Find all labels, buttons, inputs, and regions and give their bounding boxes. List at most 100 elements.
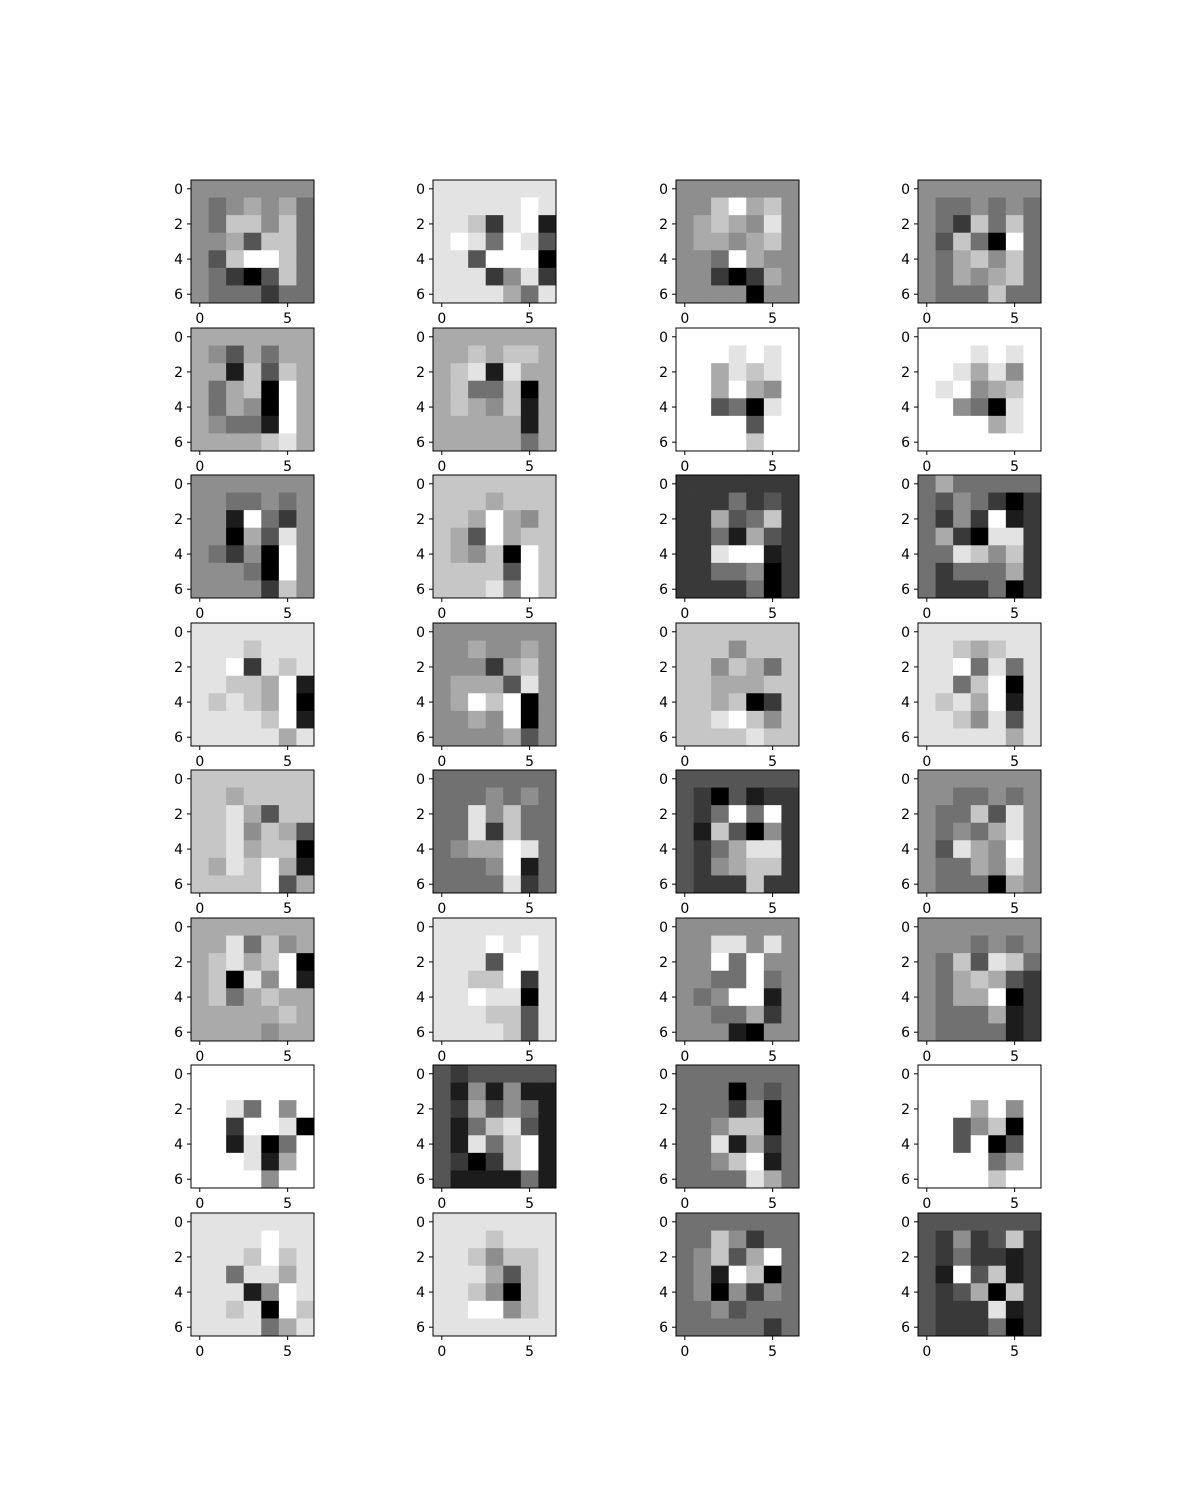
heatmap-cell [226,215,245,234]
heatmap-cell [676,918,694,936]
heatmap-cell [261,232,280,251]
heatmap-cell [261,215,280,234]
x-tick-label: 5 [768,1344,777,1360]
heatmap-cell [1005,328,1024,346]
heatmap-cell [208,1300,227,1319]
heatmap-cell [711,398,730,417]
heatmap-cell [693,710,712,729]
heatmap-cell [468,527,487,546]
heatmap-cell [208,267,227,286]
heatmap-cell [520,857,539,876]
heatmap-cell [711,1318,730,1337]
heatmap-cell [953,345,972,364]
heatmap-cell [935,675,954,694]
heatmap-cell [261,1265,280,1284]
heatmap-cell [746,1230,765,1249]
heatmap-cell [226,1300,245,1319]
heatmap-cell [953,1065,972,1083]
heatmap-cell [711,1230,730,1249]
heatmap-cell [953,492,972,511]
heatmap-cell [953,623,972,641]
heatmap-cell [970,215,989,234]
heatmap-cell [468,328,487,346]
heatmap-cell [433,1152,451,1171]
heatmap-cell [538,1117,557,1136]
heatmap-cell [191,1248,209,1267]
heatmap-cell [1023,415,1042,434]
heatmap-cell [763,1082,782,1101]
heatmap-cell [468,475,487,493]
heatmap-cell [728,970,747,989]
y-tick-label: 4 [174,695,183,711]
heatmap-cell [970,1230,989,1249]
heatmap-cell [278,267,297,286]
x-tick-label: 0 [922,1196,931,1212]
heatmap-cell [763,840,782,859]
heatmap-cell [226,918,245,936]
heatmap-cell [711,215,730,234]
heatmap-cell [711,580,730,599]
heatmap-cell [693,1213,712,1231]
heatmap-cell [781,840,800,859]
heatmap-cell [781,935,800,954]
heatmap-cell [278,1023,297,1042]
heatmap-cell [953,267,972,286]
panel-frame [190,1212,315,1337]
heatmap-cell [226,787,245,806]
heatmap-cell [1005,510,1024,529]
heatmap-cell [711,857,730,876]
heatmap-cell [1005,1082,1024,1101]
heatmap-cell [520,805,539,824]
heatmap-cell [208,1248,227,1267]
heatmap-cell [676,658,694,677]
heatmap-cell [191,1135,209,1154]
heatmap-cell [1005,875,1024,894]
heatmap-cell [953,840,972,859]
heatmap-cell [433,232,451,251]
y-tick-label: 6 [174,1025,183,1041]
panel-frame [675,1064,800,1189]
heatmap-cell [485,345,504,364]
heatmap-cell [261,580,280,599]
heatmap-cell [191,250,209,269]
heatmap-cell [1005,623,1024,641]
heatmap-cell [278,857,297,876]
heatmap-cell [935,822,954,841]
y-tick-label: 6 [416,287,425,303]
heatmap-cell [261,623,280,641]
heatmap-cell [693,328,712,346]
heatmap-cell [763,857,782,876]
heatmap-cell [781,433,800,452]
heatmap-cell [278,1265,297,1284]
heatmap-cell [485,675,504,694]
x-tick-label: 0 [195,459,204,475]
heatmap-cell [988,285,1007,304]
heatmap-cell [918,623,936,641]
heatmap-cell [676,1300,694,1319]
heatmap-cell [953,1135,972,1154]
heatmap-cell [226,492,245,511]
heatmap-cell [935,415,954,434]
x-tick-label: 0 [922,606,931,622]
panel-frame [675,769,800,894]
heatmap-cell [191,640,209,659]
heatmap-cell [296,728,315,747]
heatmap-cell [988,562,1007,581]
heatmap-cell [1023,770,1042,788]
heatmap-cell [468,380,487,399]
heatmap-cell [278,840,297,859]
heatmap-cell [935,1117,954,1136]
heatmap-cell [1005,822,1024,841]
y-tick-label: 2 [174,1102,183,1118]
heatmap-cell [693,1005,712,1024]
heatmap-cell [503,180,522,198]
heatmap-cell [988,840,1007,859]
heatmap-cell [503,805,522,824]
heatmap-cell [935,562,954,581]
heatmap-cell [485,728,504,747]
heatmap-cell [261,770,280,788]
heatmap-cell [1005,1283,1024,1302]
heatmap-cell [503,1283,522,1302]
